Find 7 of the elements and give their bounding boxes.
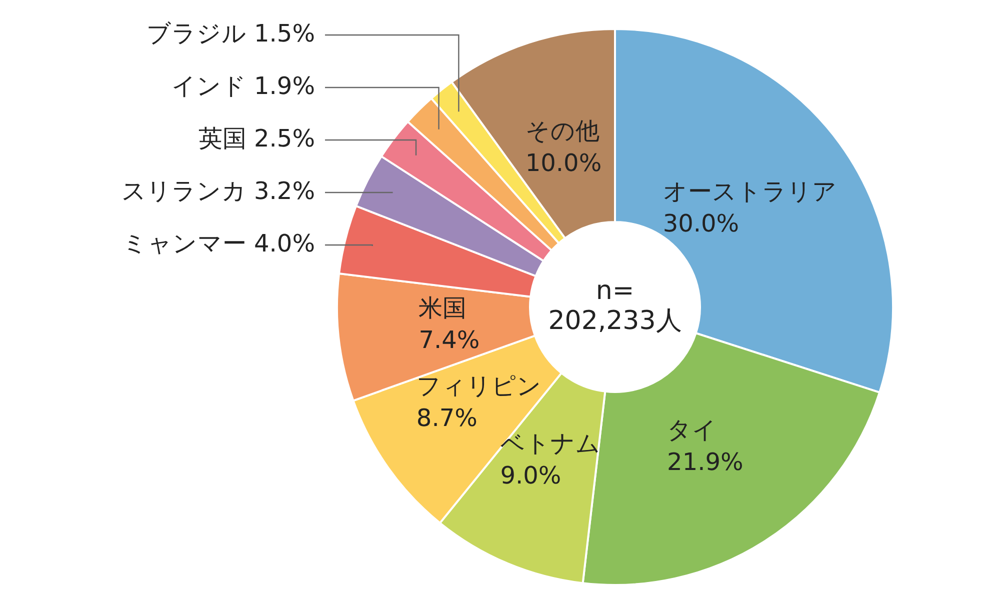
slice-label: スリランカ 3.2% bbox=[121, 177, 315, 206]
text: n= bbox=[596, 276, 634, 306]
slice-label: 英国 2.5% bbox=[198, 124, 315, 153]
slice-label: インド 1.9% bbox=[171, 72, 315, 100]
slice-label: ブラジル 1.5% bbox=[146, 20, 315, 48]
slice-label: ミャンマー 4.0% bbox=[122, 230, 315, 258]
text: 202,233人 bbox=[548, 306, 682, 336]
